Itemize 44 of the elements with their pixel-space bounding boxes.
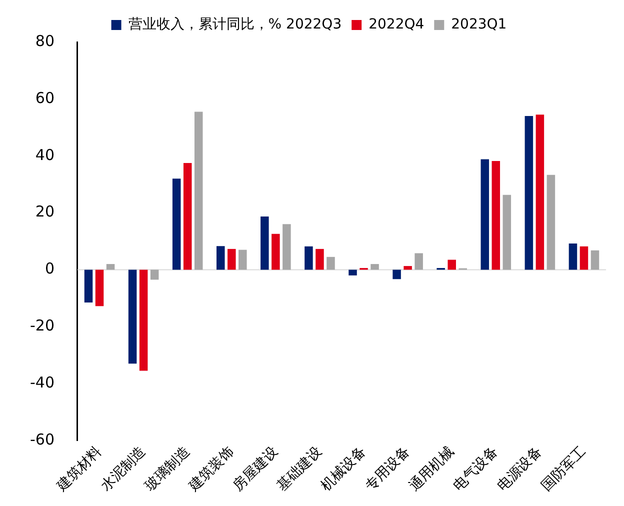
legend-label: 2022Q4	[368, 16, 424, 33]
y-tick-label: 40	[35, 146, 54, 164]
bar	[150, 270, 159, 280]
bar	[238, 250, 247, 270]
bar	[546, 174, 556, 270]
bar	[316, 248, 324, 270]
bar	[326, 256, 335, 270]
bar	[492, 160, 500, 270]
y-tick-label: 60	[35, 88, 54, 107]
bar	[260, 216, 269, 270]
bar	[568, 244, 578, 270]
bar	[502, 194, 512, 270]
y-tick-label: 20	[35, 202, 54, 221]
y-tick-label: 0	[44, 260, 54, 278]
y-tick-label: -20	[30, 316, 54, 335]
bar	[228, 248, 236, 270]
bar	[139, 270, 148, 371]
bar	[106, 264, 115, 270]
bar	[216, 246, 225, 270]
bar	[414, 253, 423, 270]
bar	[370, 264, 379, 270]
bar	[84, 270, 93, 302]
bar	[580, 246, 588, 270]
bar	[183, 162, 192, 270]
legend-label: 2023Q1	[451, 16, 507, 33]
bar	[95, 270, 104, 306]
bar	[172, 178, 181, 270]
bar	[590, 250, 600, 270]
bar	[392, 270, 401, 280]
bar	[128, 270, 137, 364]
bar	[536, 114, 544, 270]
bar	[524, 116, 534, 270]
bar	[304, 246, 313, 270]
bar	[282, 224, 291, 270]
bar	[448, 260, 456, 270]
y-tick-label: 80	[35, 32, 54, 50]
y-tick-label: -40	[30, 373, 54, 392]
legend-label: 营业收入，累计同比，% 2022Q3	[128, 16, 342, 33]
bar	[348, 270, 357, 276]
bar	[272, 234, 280, 270]
bar	[404, 266, 412, 270]
y-tick-label: -60	[30, 430, 54, 448]
bar	[480, 159, 490, 270]
bar	[194, 112, 203, 270]
